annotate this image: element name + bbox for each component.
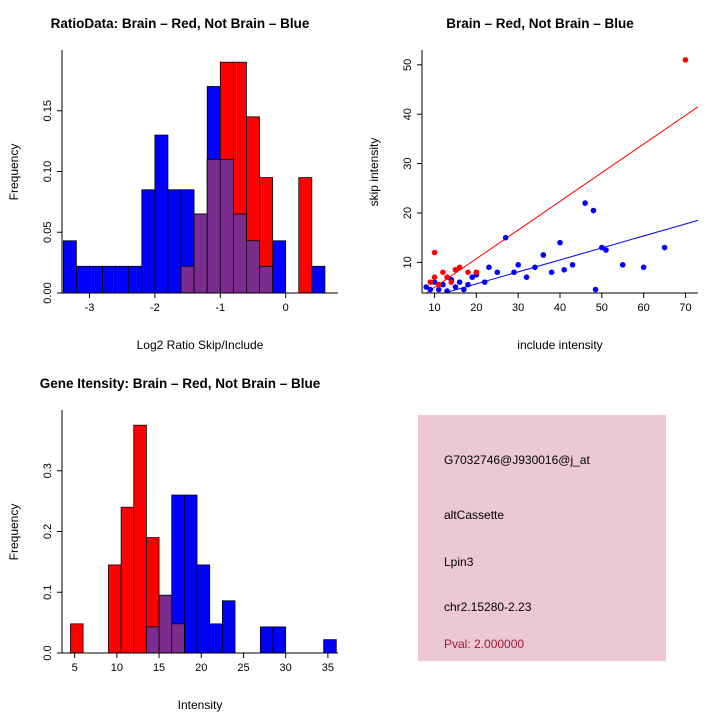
panel-gene-intensity-histogram: 5 10 15 20 25 30 35 0.0 0.1 0.2 0.3 Gene Itensity:…: [0, 360, 360, 720]
svg-text:0.15: 0.15: [42, 100, 54, 121]
panel-intensity-scatter: 10 20 30 40 50 60 70 10 20 30 40 50 Brain – Red, No…: [360, 0, 720, 360]
svg-text:-1: -1: [215, 302, 225, 314]
histogram-bars: [62, 61, 326, 294]
intensity-scatter-plot: 10 20 30 40 50 60 70 10 20 30 40 50: [402, 50, 698, 314]
gene-name-text: Lpin3: [444, 555, 474, 569]
pval-text: Pval: 2.000000: [444, 637, 525, 651]
svg-text:50: 50: [596, 302, 608, 314]
svg-text:15: 15: [153, 662, 165, 674]
intensity-scatter-title: Brain – Red, Not Brain – Blue: [446, 16, 634, 31]
axes: 10 20 30 40 50 60 70 10 20 30 40 50: [402, 50, 698, 314]
splice-type-text: altCassette: [444, 508, 505, 522]
gene-intensity-histogram-x-axis-label: Intensity: [177, 698, 223, 712]
ratio-histogram-plot: -3 -2 -1 0 0.00 0.05 0.10 0.15: [42, 50, 338, 314]
svg-text:40: 40: [554, 302, 566, 314]
ratio-histogram-y-axis-label: Frequency: [7, 143, 21, 201]
panel-gene-info: G7032746@J930016@j_at altCassette Lpin3 …: [360, 360, 720, 720]
svg-text:0.1: 0.1: [42, 585, 54, 600]
svg-text:40: 40: [402, 108, 414, 120]
svg-text:60: 60: [638, 302, 650, 314]
svg-text:20: 20: [402, 207, 414, 219]
svg-text:0.05: 0.05: [42, 222, 54, 243]
svg-text:-2: -2: [150, 302, 160, 314]
svg-text:35: 35: [322, 662, 334, 674]
svg-text:20: 20: [195, 662, 207, 674]
svg-text:70: 70: [679, 302, 691, 314]
histogram-bars: [70, 424, 337, 654]
svg-text:25: 25: [237, 662, 249, 674]
svg-text:10: 10: [111, 662, 123, 674]
svg-text:0.3: 0.3: [42, 463, 54, 478]
brain-fit-line: [425, 106, 698, 293]
svg-text:10: 10: [428, 302, 440, 314]
probe-id-text: G7032746@J930016@j_at: [444, 453, 590, 467]
gene-intensity-histogram-plot: 5 10 15 20 25 30 35 0.0 0.1 0.2 0.3: [42, 410, 338, 674]
ratio-histogram-x-axis-label: Log2 Ratio Skip/Include: [136, 338, 264, 352]
svg-text:10: 10: [402, 256, 414, 268]
scatter-content: [423, 57, 698, 293]
svg-text:0.10: 0.10: [42, 161, 54, 182]
svg-text:0.2: 0.2: [42, 524, 54, 539]
ratio-histogram-title: RatioData: Brain – Red, Not Brain – Blue: [50, 16, 310, 31]
gene-info-box: G7032746@J930016@j_at altCassette Lpin3 …: [418, 415, 666, 661]
axes: -3 -2 -1 0 0.00 0.05 0.10 0.15: [42, 50, 338, 314]
chromosome-location-text: chr2.15280-2.23: [444, 600, 532, 614]
svg-text:0.00: 0.00: [42, 282, 54, 303]
svg-text:5: 5: [72, 662, 78, 674]
svg-text:30: 30: [512, 302, 524, 314]
intensity-scatter-y-axis-label: skip intensity: [367, 137, 381, 207]
svg-text:30: 30: [402, 157, 414, 169]
svg-text:0: 0: [283, 302, 289, 314]
svg-text:30: 30: [280, 662, 292, 674]
panel-ratio-histogram: -3 -2 -1 0 0.00 0.05 0.10 0.15 RatioData: Brain…: [0, 0, 360, 360]
intensity-scatter-x-axis-label: include intensity: [517, 338, 603, 352]
svg-text:0.0: 0.0: [42, 645, 54, 660]
gene-intensity-histogram-title: Gene Itensity: Brain – Red, Not Brain – …: [39, 376, 321, 391]
svg-text:50: 50: [402, 59, 414, 71]
axes: 5 10 15 20 25 30 35 0.0 0.1 0.2 0.3: [42, 410, 338, 674]
svg-text:20: 20: [470, 302, 482, 314]
svg-text:-3: -3: [85, 302, 95, 314]
gene-intensity-histogram-y-axis-label: Frequency: [7, 503, 21, 561]
